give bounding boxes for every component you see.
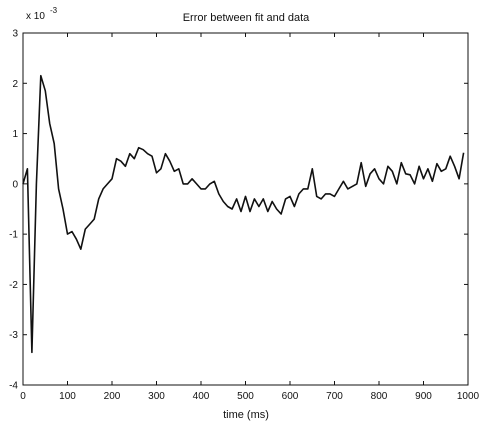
x-axis-label: time (ms) (223, 409, 269, 421)
y-tick-label: -4 (9, 381, 18, 392)
x-tick-label: 600 (282, 391, 299, 402)
error-series-line (22, 74, 465, 354)
x-tick-label: 700 (326, 391, 343, 402)
x-tick-label: 400 (193, 391, 210, 402)
y-tick-label: 2 (12, 79, 18, 90)
y-tick-label: 3 (12, 29, 18, 40)
y-tick-label: -2 (9, 280, 18, 291)
scale-label: x 10 (26, 11, 45, 22)
chart-title: Error between fit and data (183, 12, 310, 24)
x-tick-label: 100 (59, 391, 76, 402)
x-tick-label: 800 (371, 391, 388, 402)
plot-frame (22, 32, 469, 386)
series-layer (22, 74, 465, 354)
x-tick-label: 0 (20, 391, 26, 402)
y-axis: 3 2 1 0 -1 -2 -3 -4 (9, 29, 468, 392)
y-tick-label: 0 (12, 179, 18, 190)
scale-exponent: -3 (50, 6, 58, 15)
y-tick-label: -1 (9, 230, 18, 241)
y-tick-label: -3 (9, 330, 18, 341)
x-tick-label: 900 (415, 391, 432, 402)
x-tick-label: 500 (237, 391, 254, 402)
x-axis: 0 100 200 300 400 500 600 700 800 900 1000 (20, 33, 479, 402)
x-tick-label: 200 (104, 391, 121, 402)
y-tick-label: 1 (12, 129, 18, 140)
x-tick-label: 1000 (457, 391, 479, 402)
scale-annotation: x 10 -3 (26, 6, 58, 22)
x-tick-label: 300 (148, 391, 165, 402)
